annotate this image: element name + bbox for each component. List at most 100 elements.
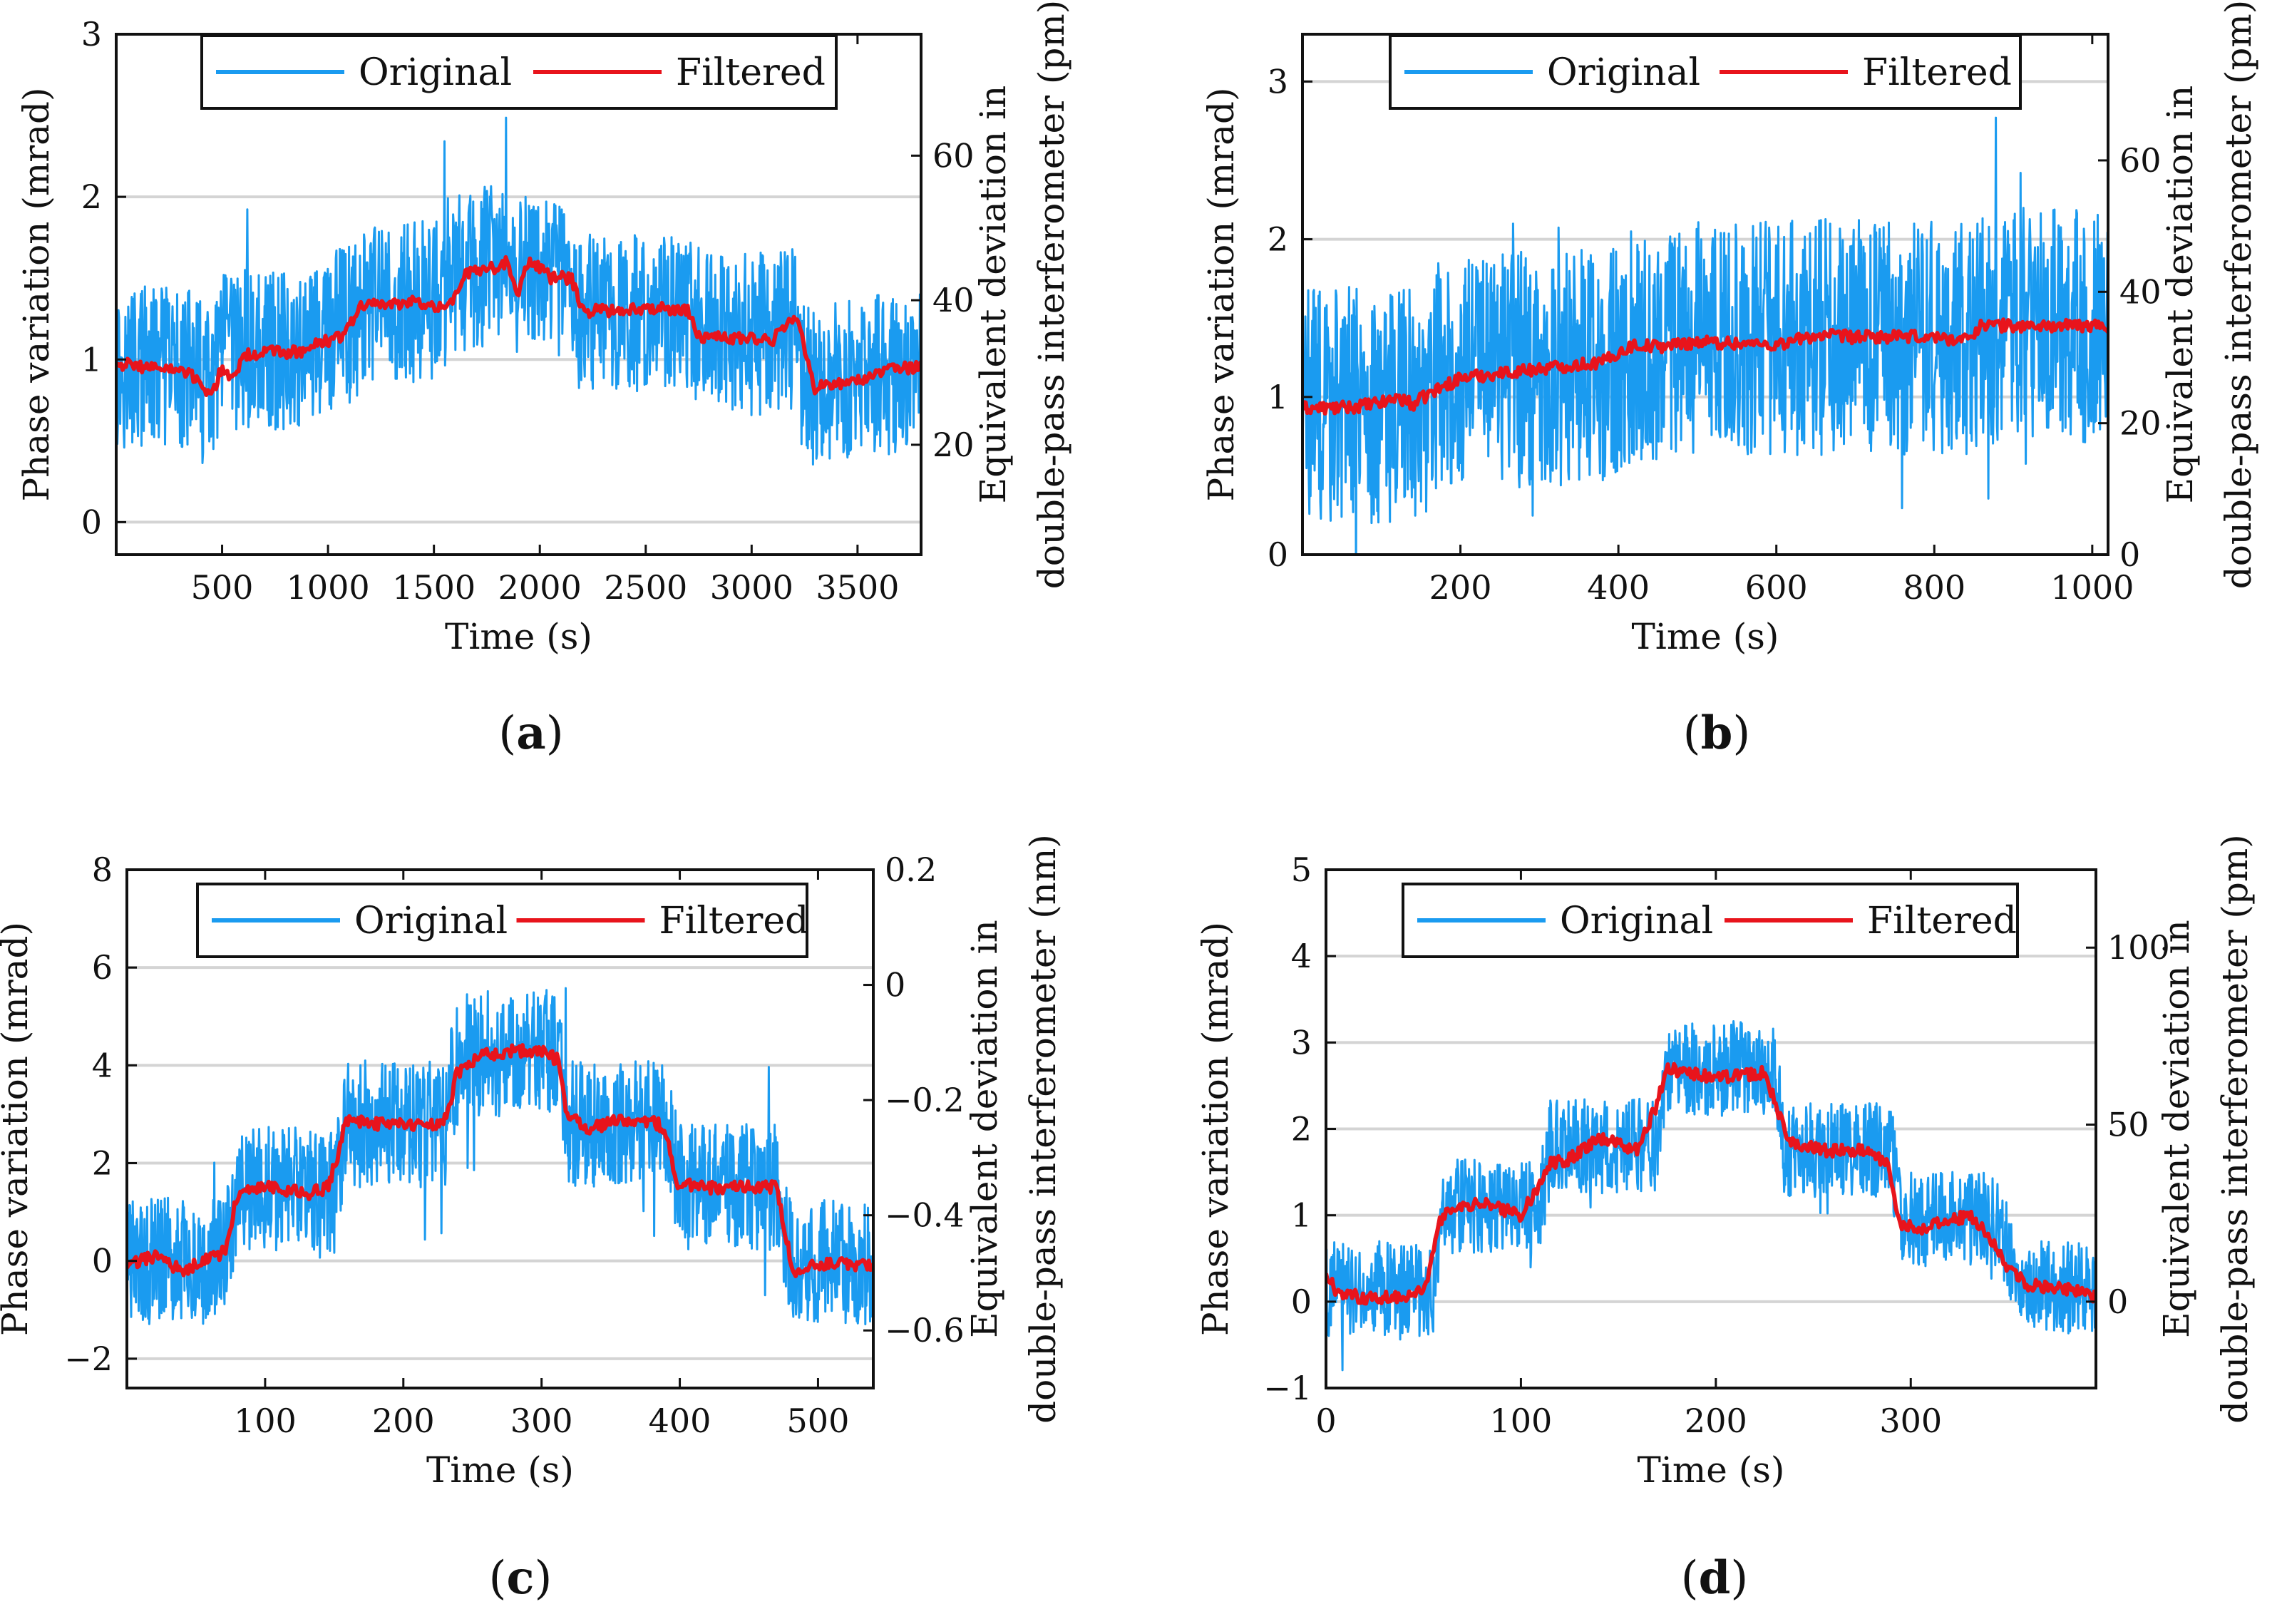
x-tick-label: 3000 bbox=[710, 568, 793, 607]
y2-tick-label: 0 bbox=[2119, 535, 2140, 574]
y-tick-label: 1 bbox=[1291, 1196, 1312, 1235]
series-original bbox=[1302, 116, 2108, 555]
x-tick-label: 500 bbox=[787, 1402, 850, 1440]
plot-frame bbox=[125, 868, 875, 1389]
y-tick-label: 2 bbox=[92, 1144, 113, 1183]
panel-caption: (d) bbox=[1681, 1551, 1749, 1605]
y-tick-label: 4 bbox=[92, 1046, 113, 1084]
y-axis-label: Phase variation (mrad) bbox=[16, 88, 57, 502]
panel-caption: (c) bbox=[489, 1551, 552, 1605]
y-tick-label: 0 bbox=[1291, 1283, 1312, 1321]
y2-axis-label-line1: Equivalent deviation in bbox=[964, 920, 1005, 1338]
x-tick-label: 1500 bbox=[392, 568, 476, 607]
y-tick-label: −2 bbox=[64, 1340, 113, 1378]
x-tick-label: 200 bbox=[1429, 568, 1492, 607]
y-tick-label: 3 bbox=[1291, 1023, 1312, 1062]
y-tick-label: 6 bbox=[92, 948, 113, 987]
y2-tick-label: 50 bbox=[2107, 1106, 2149, 1144]
x-tick-label: 2500 bbox=[604, 568, 687, 607]
y-tick-label: 2 bbox=[81, 178, 102, 216]
x-axis-label: Time (s) bbox=[445, 616, 592, 657]
y-tick-label: 0 bbox=[92, 1242, 113, 1280]
legend-label-filtered: Filtered bbox=[659, 900, 809, 942]
y2-tick-label: 60 bbox=[932, 136, 975, 175]
x-tick-label: 0 bbox=[1315, 1402, 1336, 1440]
x-tick-label: 500 bbox=[191, 568, 254, 607]
x-tick-label: 300 bbox=[1879, 1402, 1942, 1440]
y2-tick-label: 0.2 bbox=[885, 850, 937, 889]
x-tick-label: 300 bbox=[510, 1402, 573, 1440]
series-filtered-line bbox=[1326, 1062, 2096, 1306]
series-filtered bbox=[116, 255, 921, 397]
x-tick-label: 200 bbox=[372, 1402, 435, 1440]
y2-tick-label: 0 bbox=[885, 966, 905, 1004]
legend: Original Filtered bbox=[196, 883, 809, 958]
x-tick-label: 600 bbox=[1745, 568, 1808, 607]
legend-label-filtered: Filtered bbox=[1862, 51, 2012, 94]
y2-tick-label: 20 bbox=[2119, 404, 2162, 443]
x-axis-label: Time (s) bbox=[426, 1449, 574, 1491]
series-filtered bbox=[1326, 1062, 2096, 1306]
y-tick-label: 2 bbox=[1268, 220, 1288, 259]
y2-axis-label-line2: double-pass interferometer (nm) bbox=[1022, 834, 1064, 1424]
series-original-line bbox=[127, 987, 873, 1325]
y-tick-label: 1 bbox=[1268, 378, 1288, 416]
x-tick-label: 100 bbox=[1490, 1402, 1553, 1440]
y-tick-label: 8 bbox=[92, 850, 113, 889]
x-tick-label: 1000 bbox=[287, 568, 370, 607]
x-tick-label: 3500 bbox=[816, 568, 899, 607]
y2-tick-label: 100 bbox=[2107, 928, 2170, 967]
legend-label-filtered: Filtered bbox=[1867, 900, 2017, 942]
y-tick-label: 2 bbox=[1291, 1110, 1312, 1148]
y2-axis-label-line2: double-pass interferometer (pm) bbox=[2214, 834, 2256, 1424]
y2-axis-label-line1: Equivalent deviation in bbox=[2156, 920, 2197, 1338]
panel-caption: (a) bbox=[498, 706, 563, 760]
y2-tick-label: 0 bbox=[2107, 1283, 2128, 1321]
y2-axis-label-line1: Equivalent deviation in bbox=[2159, 86, 2201, 504]
series-original bbox=[127, 987, 873, 1325]
x-tick-label: 800 bbox=[1903, 568, 1965, 607]
y2-tick-label: 60 bbox=[2119, 141, 2162, 180]
legend-label-original: Original bbox=[359, 51, 512, 94]
series-filtered-line bbox=[127, 1043, 873, 1278]
y2-tick-label: −0.4 bbox=[885, 1196, 965, 1235]
y-tick-label: 0 bbox=[1268, 535, 1288, 574]
y2-tick-label: −0.6 bbox=[885, 1311, 965, 1350]
x-axis-label: Time (s) bbox=[1632, 616, 1779, 657]
y2-tick-label: 20 bbox=[932, 426, 975, 464]
series-filtered-line bbox=[1302, 317, 2108, 416]
series-filtered bbox=[1302, 317, 2108, 416]
legend-label-filtered: Filtered bbox=[676, 51, 826, 94]
series-original-line bbox=[1326, 1020, 2096, 1372]
legend: Original Filtered bbox=[200, 34, 838, 110]
y2-tick-label: 40 bbox=[2119, 272, 2162, 311]
y-tick-label: 3 bbox=[81, 15, 102, 53]
y2-axis-label-line1: Equivalent deviation in bbox=[972, 86, 1014, 504]
x-tick-label: 1000 bbox=[2050, 568, 2134, 607]
legend-label-original: Original bbox=[1560, 900, 1713, 942]
legend-label-original: Original bbox=[1547, 51, 1700, 94]
y-tick-label: 0 bbox=[81, 503, 102, 541]
y-tick-label: 1 bbox=[81, 340, 102, 379]
y-tick-label: 4 bbox=[1291, 937, 1312, 975]
x-tick-label: 100 bbox=[234, 1402, 297, 1440]
y-axis-label: Phase variation (mrad) bbox=[1195, 922, 1236, 1336]
series-filtered-line bbox=[116, 255, 921, 397]
x-tick-label: 200 bbox=[1685, 1402, 1747, 1440]
y2-tick-label: −0.2 bbox=[885, 1081, 965, 1119]
y-tick-label: 5 bbox=[1291, 850, 1312, 889]
y-tick-label: 3 bbox=[1268, 62, 1288, 101]
chart-a: 500 1000 1500 2000 2500 3000 3500 0 1 2 3 20 40 60 Tim… bbox=[16, 0, 1072, 760]
y2-axis-label-line2: double-pass interferometer (pm) bbox=[2218, 0, 2259, 589]
legend: Original Filtered bbox=[1389, 34, 2022, 110]
y2-axis-label-line2: double-pass interferometer (pm) bbox=[1031, 0, 1072, 589]
x-tick-label: 2000 bbox=[498, 568, 582, 607]
y-axis-label: Phase variation (mrad) bbox=[1201, 88, 1242, 502]
series-original bbox=[1326, 1020, 2096, 1372]
x-tick-label: 400 bbox=[1587, 568, 1650, 607]
series-filtered bbox=[127, 1043, 873, 1278]
x-tick-label: 400 bbox=[649, 1402, 711, 1440]
y2-tick-label: 40 bbox=[932, 281, 975, 319]
